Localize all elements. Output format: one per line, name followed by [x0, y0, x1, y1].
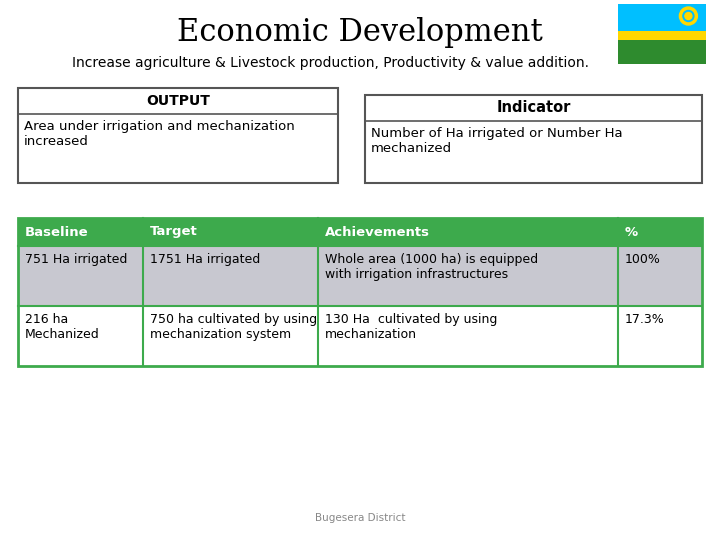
Text: Indicator: Indicator — [496, 100, 571, 116]
Text: Bugesera District: Bugesera District — [315, 513, 405, 523]
Bar — [18, 218, 702, 366]
Text: 100%: 100% — [625, 253, 661, 266]
Bar — [18, 246, 143, 306]
Bar — [318, 246, 618, 306]
Text: 751 Ha irrigated: 751 Ha irrigated — [25, 253, 127, 266]
Text: 130 Ha  cultivated by using
mechanization: 130 Ha cultivated by using mechanization — [325, 313, 498, 341]
Bar — [618, 31, 706, 40]
Bar — [18, 88, 338, 183]
Circle shape — [685, 12, 692, 19]
Text: Area under irrigation and mechanization
increased: Area under irrigation and mechanization … — [24, 120, 294, 148]
Text: OUTPUT: OUTPUT — [146, 94, 210, 108]
Bar — [618, 246, 702, 306]
Text: Whole area (1000 ha) is equipped
with irrigation infrastructures: Whole area (1000 ha) is equipped with ir… — [325, 253, 538, 281]
Circle shape — [683, 10, 694, 22]
Bar — [618, 4, 706, 31]
Bar — [143, 246, 318, 306]
Bar — [618, 306, 702, 366]
Text: 216 ha
Mechanized: 216 ha Mechanized — [25, 313, 100, 341]
Bar — [365, 95, 702, 183]
Text: Baseline: Baseline — [25, 226, 89, 239]
Text: 750 ha cultivated by using
mechanization system: 750 ha cultivated by using mechanization… — [150, 313, 317, 341]
Bar — [618, 218, 702, 246]
Text: Achievements: Achievements — [325, 226, 430, 239]
Bar — [143, 306, 318, 366]
Bar — [318, 218, 618, 246]
Text: %: % — [625, 226, 638, 239]
Bar — [18, 306, 143, 366]
Bar — [318, 306, 618, 366]
Text: 17.3%: 17.3% — [625, 313, 665, 326]
Bar — [618, 40, 706, 64]
Text: Number of Ha irrigated or Number Ha
mechanized: Number of Ha irrigated or Number Ha mech… — [371, 127, 623, 155]
Text: Target: Target — [150, 226, 198, 239]
Bar — [143, 218, 318, 246]
Text: 1751 Ha irrigated: 1751 Ha irrigated — [150, 253, 260, 266]
Circle shape — [680, 7, 698, 25]
Text: Increase agriculture & Livestock production, Productivity & value addition.: Increase agriculture & Livestock product… — [72, 56, 589, 70]
Text: Economic Development: Economic Development — [177, 17, 543, 49]
Bar — [18, 218, 143, 246]
